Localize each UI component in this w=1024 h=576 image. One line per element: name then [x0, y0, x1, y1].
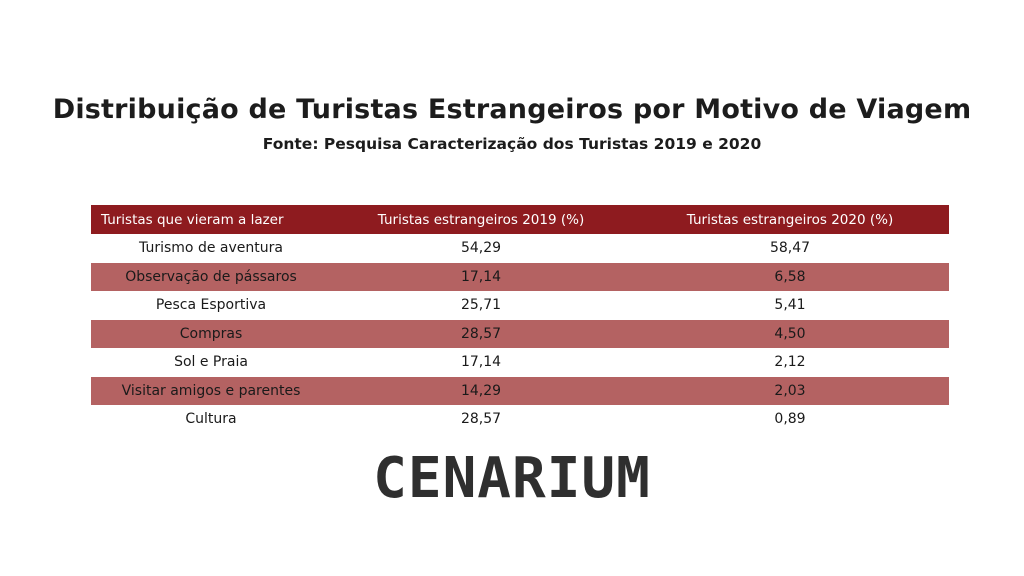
column-header-2019: Turistas estrangeiros 2019 (%) — [331, 205, 631, 234]
row-label: Observação de pássaros — [91, 262, 331, 291]
value-2019: 17,14 — [460, 354, 502, 371]
value-2020: 6,58 — [631, 262, 949, 291]
value-2019: 17,14 — [331, 262, 631, 291]
value-2019: 28,57 — [460, 411, 502, 428]
row-label: Turismo de aventura — [139, 240, 283, 257]
value-2019: 25,71 — [460, 297, 502, 314]
value-2020: 2,12 — [774, 354, 806, 371]
value-2019: 54,29 — [460, 240, 502, 257]
column-header-2020: Turistas estrangeiros 2020 (%) — [631, 205, 949, 234]
row-label: Pesca Esportiva — [155, 297, 267, 314]
table-row: Observação de pássaros 17,14 6,58 — [91, 262, 949, 291]
table-row: Visitar amigos e parentes 14,29 2,03 — [91, 376, 949, 405]
table-row: Sol e Praia 17,14 2,12 — [91, 348, 949, 377]
table-row: Compras 28,57 4,50 — [91, 319, 949, 348]
data-table: Turistas que vieram a lazer Turistas est… — [91, 205, 949, 434]
column-header-category: Turistas que vieram a lazer — [91, 205, 331, 234]
row-label: Cultura — [185, 411, 237, 428]
value-2020: 4,50 — [631, 319, 949, 348]
chart-title: Distribuição de Turistas Estrangeiros po… — [52, 94, 972, 125]
row-label: Sol e Praia — [174, 354, 248, 371]
table-row: Cultura 28,57 0,89 — [91, 405, 949, 434]
row-label: Visitar amigos e parentes — [91, 376, 331, 405]
value-2020: 0,89 — [774, 411, 806, 428]
table-row: Pesca Esportiva 25,71 5,41 — [91, 291, 949, 320]
value-2020: 5,41 — [774, 297, 806, 314]
table-row: Turismo de aventura 54,29 58,47 — [91, 234, 949, 263]
value-2020: 58,47 — [769, 240, 811, 257]
cenarium-logo: CENARIUM — [373, 446, 651, 511]
row-label: Compras — [91, 319, 331, 348]
table-header-row: Turistas que vieram a lazer Turistas est… — [91, 205, 949, 234]
chart-subtitle: Fonte: Pesquisa Caracterização dos Turis… — [262, 135, 762, 153]
value-2020: 2,03 — [631, 376, 949, 405]
value-2019: 14,29 — [331, 376, 631, 405]
value-2019: 28,57 — [331, 319, 631, 348]
